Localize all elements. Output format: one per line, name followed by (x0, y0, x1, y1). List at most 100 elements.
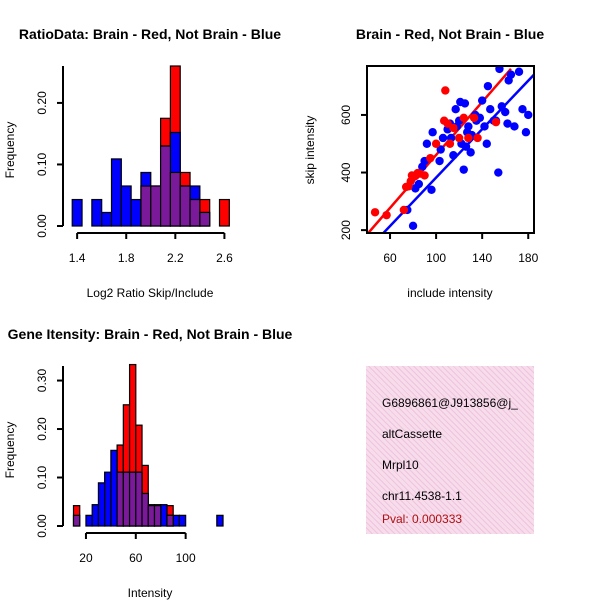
scatter-x-label: include intensity (407, 286, 492, 300)
ratio-histogram-panel: RatioData: Brain - Red, Not Brain - Blue… (3, 26, 281, 300)
scatter-point-not-brain-1 (408, 221, 418, 231)
scatter-point-not-brain-49 (524, 110, 533, 120)
scatter-y-axis: 200 400 600 (339, 105, 367, 240)
hist-bar-not-brain-0 (71, 198, 83, 227)
scatter-point-not-brain-33 (482, 139, 491, 148)
scatter-point-not-brain-46 (514, 67, 524, 76)
scatter-point-not-brain-41 (501, 107, 510, 117)
scatter-point-not-brain-26 (466, 148, 475, 157)
scatter-point-brain-22 (473, 133, 482, 143)
ratio-histogram-x-axis: 1.4 1.8 2.2 2.6 (69, 232, 233, 265)
event-type: altCassette (382, 427, 443, 441)
scatter-y-label: skip intensity (303, 116, 317, 185)
scatter-point-not-brain-44 (506, 70, 516, 79)
scatter-point-not-brain-6 (422, 139, 432, 148)
hist-bar-overlap-5 (189, 198, 201, 227)
x-tick-label: 140 (472, 251, 492, 265)
ratio-histogram-title: RatioData: Brain - Red, Not Brain - Blue (19, 26, 281, 42)
hist-bar-overlap-5 (141, 492, 149, 527)
intensity-histogram-title: Gene Itensity: Brain - Red, Not Brain - … (8, 326, 293, 342)
hist-bar-not-brain-3 (110, 158, 122, 227)
scatter-point-not-brain-11 (438, 133, 448, 143)
hist-bar-not-brain-16 (216, 514, 224, 527)
scatter-fit-lines (367, 68, 534, 233)
x-tick-label: 180 (518, 251, 538, 265)
hist-bar-not-brain-4 (120, 185, 132, 227)
hist-bar-not-brain-0 (85, 514, 93, 527)
scatter-point-not-brain-42 (503, 119, 512, 128)
hist-bar-not-brain-1 (91, 198, 103, 227)
hist-bar-not-brain-1 (91, 504, 100, 527)
y-tick-label: 0.20 (35, 91, 49, 115)
genomic-location: chr11.4538-1.1 (382, 489, 462, 503)
y-tick-label: 0.20 (35, 417, 49, 441)
scatter-point-not-brain-23 (461, 142, 471, 151)
hist-bar-overlap-0 (72, 514, 81, 527)
hist-bar-overlap-2 (159, 145, 172, 227)
intensity-scatter-panel: Brain - Red, Not Brain - Blue 60 100 140 18… (303, 26, 544, 300)
y-tick-label: 0.30 (35, 369, 49, 393)
x-tick-label: 60 (383, 251, 397, 265)
hist-bar-overlap-1 (150, 185, 162, 227)
hist-bar-not-brain-2 (97, 482, 106, 527)
scatter-point-not-brain-35 (486, 104, 495, 114)
intensity-histogram-panel: Gene Itensity: Brain - Red, Not Brain - … (3, 326, 293, 600)
p-value: Pval: 0.000333 (382, 512, 463, 526)
intensity-histogram-y-axis: 0.00 0.10 0.20 0.30 (35, 366, 64, 538)
y-tick-label: 600 (339, 105, 353, 125)
scatter-point-not-brain-39 (495, 66, 504, 74)
fit-line-not-brain (381, 73, 534, 233)
scatter-point-not-brain-22 (460, 99, 470, 108)
y-tick-label: 0.00 (35, 514, 49, 538)
gene-name: Mrpl10 (382, 458, 419, 472)
info-panel: G6896861@J913856@j_ altCassette Mrpl10 c… (366, 366, 534, 534)
scatter-point-not-brain-7 (427, 185, 436, 195)
ratio-histogram-y-label: Frequency (3, 122, 17, 179)
hist-bar-overlap-1 (116, 471, 124, 527)
y-tick-label: 0.10 (35, 152, 49, 176)
x-tick-label: 1.8 (118, 251, 135, 265)
hist-bar-overlap-0 (140, 185, 152, 227)
x-tick-label: 2.6 (216, 251, 233, 265)
ratio-histogram-bars (71, 65, 230, 227)
x-tick-label: 1.4 (69, 251, 86, 265)
hist-bar-not-brain-14 (172, 514, 181, 527)
x-tick-label: 100 (426, 251, 446, 265)
scatter-point-brain-11 (426, 153, 435, 163)
hist-bar-overlap-7 (153, 505, 162, 527)
ratio-histogram-y-axis: 0.00 0.10 0.20 (35, 66, 64, 238)
x-tick-label: 60 (129, 551, 143, 565)
scatter-point-brain-1 (382, 210, 391, 220)
hist-bar-not-brain-5 (130, 198, 142, 227)
scatter-point-brain-14 (441, 86, 450, 95)
scatter-point-not-brain-34 (483, 81, 493, 91)
scatter-point-brain-21 (469, 113, 479, 123)
scatter-points (370, 66, 533, 231)
scatter-point-not-brain-16 (451, 104, 460, 114)
scatter-point-not-brain-25 (464, 122, 473, 131)
intensity-histogram-y-label: Frequency (3, 422, 17, 479)
hist-bar-overlap-3 (169, 171, 181, 227)
scatter-point-brain-15 (443, 119, 452, 128)
y-tick-label: 200 (339, 220, 353, 240)
scatter-point-brain-19 (459, 113, 468, 123)
event-id: G6896861@J913856@j_ (382, 396, 518, 410)
hist-bar-overlap-6 (199, 211, 211, 227)
hist-bar-not-brain-2 (101, 211, 113, 227)
x-tick-label: 100 (176, 551, 196, 565)
scatter-point-brain-20 (464, 133, 473, 143)
hist-bar-overlap-6 (147, 505, 156, 527)
intensity-histogram-x-label: Intensity (128, 586, 173, 600)
hist-bar-overlap-8 (166, 514, 174, 527)
scatter-point-not-brain-3 (414, 179, 424, 189)
hist-bar-brain-5 (218, 198, 230, 227)
scatter-point-brain-0 (370, 208, 380, 217)
y-tick-label: 400 (339, 162, 353, 182)
x-tick-label: 20 (79, 551, 93, 565)
scatter-point-not-brain-15 (449, 151, 458, 160)
ratio-histogram-x-label: Log2 Ratio Skip/Include (87, 286, 214, 300)
scatter-point-brain-23 (491, 117, 501, 127)
scatter-point-not-brain-38 (494, 168, 503, 177)
scatter-plot-box (366, 65, 535, 234)
